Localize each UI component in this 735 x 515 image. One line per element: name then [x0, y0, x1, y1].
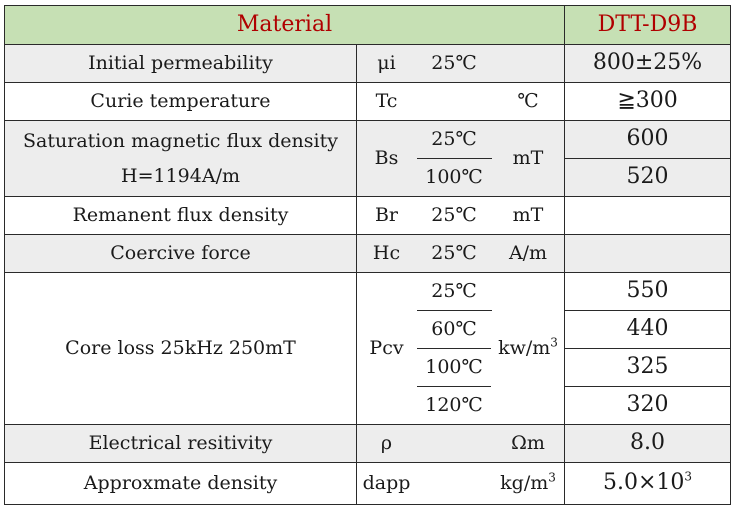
- property-name: Core loss 25kHz 250mT: [4, 272, 357, 425]
- property-symbol: ρ: [356, 424, 417, 463]
- row-approximate-density: Approxmate density dapp kg/m3 5.0×103: [4, 462, 732, 505]
- property-name: Coercive force: [4, 234, 357, 273]
- property-value: 800±25%: [564, 44, 732, 83]
- property-name: Approxmate density: [4, 462, 357, 505]
- property-symbol: Tc: [356, 82, 417, 121]
- row-saturation-flux-density-100c: 100℃ 520: [5, 158, 732, 197]
- row-coercive-force: Coercive force Hc 25℃ A/m: [4, 234, 732, 273]
- property-value: ≧300: [564, 82, 732, 121]
- property-symbol: Bs: [356, 120, 417, 197]
- row-electrical-resistivity: Electrical resitivity ρ Ωm 8.0: [4, 424, 732, 463]
- property-symbol: Hc: [356, 234, 417, 273]
- property-value: 5.0×103: [564, 462, 732, 505]
- property-name-line1: Saturation magnetic flux density: [23, 129, 338, 152]
- property-value: [564, 196, 732, 235]
- property-unit: ℃: [491, 82, 566, 121]
- row-core-loss: Core loss 25kHz 250mT Pcv 25℃ kw/m3 550: [4, 272, 732, 425]
- property-condition: 25℃: [416, 120, 492, 159]
- unit-exponent: 3: [550, 335, 558, 350]
- property-unit: A/m: [491, 234, 566, 273]
- property-condition: [416, 82, 492, 121]
- property-condition: 25℃: [416, 44, 492, 83]
- property-condition: 60℃: [416, 310, 492, 349]
- property-symbol: dapp: [356, 462, 417, 505]
- header-material: Material: [3, 5, 566, 45]
- property-unit: Ωm: [491, 424, 566, 463]
- value-base: 5.0×10: [603, 470, 685, 496]
- property-condition: 100℃: [416, 348, 492, 387]
- property-unit: mT: [491, 120, 566, 197]
- property-value: 320: [564, 386, 732, 425]
- header-row: Material DTT-D9B: [3, 5, 732, 45]
- property-condition: 25℃: [416, 196, 492, 235]
- row-core-loss-60c: 60℃ 440: [5, 310, 732, 349]
- value-exponent: 3: [684, 470, 693, 485]
- property-value: [564, 234, 732, 273]
- property-unit: kg/m3: [491, 462, 566, 505]
- property-symbol: μi: [356, 44, 417, 83]
- property-name: Saturation magnetic flux density H=1194A…: [4, 120, 357, 197]
- property-name: Remanent flux density: [4, 196, 357, 235]
- property-condition: 100℃: [416, 158, 492, 197]
- property-value: 600: [564, 120, 732, 159]
- property-value: 440: [564, 310, 732, 349]
- row-remanent-flux-density: Remanent flux density Br 25℃ mT: [4, 196, 732, 235]
- property-unit: mT: [491, 196, 566, 235]
- property-value: 8.0: [564, 424, 732, 463]
- row-core-loss-100c: 100℃ 325: [5, 348, 732, 387]
- property-unit: kw/m3: [491, 272, 566, 425]
- property-condition: 25℃: [416, 234, 492, 273]
- property-condition: 120℃: [416, 386, 492, 425]
- property-condition: [416, 462, 492, 505]
- property-condition: 25℃: [416, 272, 492, 311]
- property-name-line2: H=1194A/m: [121, 164, 240, 187]
- property-value: 550: [564, 272, 732, 311]
- row-curie-temperature: Curie temperature Tc ℃ ≧300: [4, 82, 732, 121]
- property-value: 520: [564, 158, 732, 197]
- property-name: Curie temperature: [4, 82, 357, 121]
- property-value: 325: [564, 348, 732, 387]
- property-name: Initial permeability: [4, 44, 357, 83]
- unit-exponent: 3: [548, 470, 556, 485]
- property-symbol: Pcv: [356, 272, 417, 425]
- property-name: Electrical resitivity: [4, 424, 357, 463]
- material-spec-table: Material DTT-D9B Initial permeability μi…: [3, 5, 732, 505]
- unit-base: kw/m: [498, 337, 551, 360]
- row-saturation-flux-density: Saturation magnetic flux density H=1194A…: [4, 120, 732, 197]
- unit-base: kg/m: [500, 472, 549, 495]
- row-initial-permeability: Initial permeability μi 25℃ 800±25%: [4, 44, 732, 83]
- property-symbol: Br: [356, 196, 417, 235]
- header-grade: DTT-D9B: [564, 5, 732, 45]
- property-condition: [416, 424, 492, 463]
- property-unit: [491, 44, 566, 83]
